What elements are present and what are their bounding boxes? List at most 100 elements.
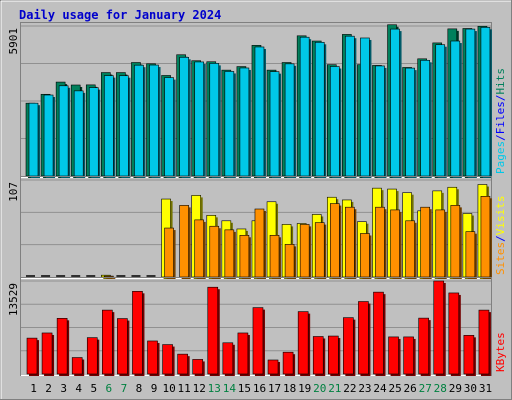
- bar-pages: [149, 64, 159, 177]
- bar-kbytes: [237, 332, 249, 375]
- bar-pages: [119, 75, 129, 177]
- bar-pages: [209, 63, 220, 177]
- bar-sites: [224, 229, 235, 278]
- bar-sites: [179, 205, 189, 278]
- bar-pages: [254, 46, 265, 177]
- x-tick-label: 7: [121, 382, 128, 395]
- chart-title: Daily usage for January 2024: [19, 8, 221, 22]
- legend-item: Sites: [494, 242, 507, 275]
- bar-pages: [88, 87, 99, 177]
- x-tick-label: 19: [298, 382, 311, 395]
- legend-item: Pages: [494, 141, 507, 174]
- bar-kbytes: [252, 307, 264, 375]
- legend-1: Pages/Files/Hits: [494, 68, 507, 174]
- bar-sites: [209, 225, 220, 278]
- bar-kbytes: [388, 336, 399, 375]
- legend-item: Files: [494, 101, 507, 134]
- bar-sites: [164, 227, 174, 278]
- bar-sites: [194, 219, 205, 278]
- legend-item: /: [494, 95, 507, 102]
- bar-kbytes: [448, 292, 460, 375]
- x-tick-label: 4: [75, 382, 82, 395]
- legend-2: Sites/Visits: [494, 196, 507, 276]
- bar-pages: [164, 77, 174, 177]
- x-tick-label: 21: [328, 382, 341, 395]
- bar-pages: [104, 75, 114, 177]
- bar-pages: [28, 102, 39, 177]
- x-tick-label: 10: [162, 382, 175, 395]
- x-tick-label: 30: [464, 382, 477, 395]
- bar-kbytes: [433, 280, 445, 375]
- x-tick-label: 25: [388, 382, 401, 395]
- panel-3: 13529 KBytes: [7, 277, 507, 376]
- bar-pages: [435, 44, 446, 177]
- bar-pages: [345, 35, 355, 177]
- bar-kbytes: [373, 291, 384, 375]
- bar-pages: [405, 67, 415, 177]
- x-tick-label: 26: [404, 382, 417, 395]
- bar-pages: [314, 41, 325, 177]
- bar-sites: [450, 205, 461, 278]
- bar-sites: [284, 244, 295, 278]
- bar-sites: [104, 275, 114, 278]
- x-tick-label: 12: [193, 382, 206, 395]
- bar-pages: [269, 71, 280, 177]
- bar-sites: [360, 233, 370, 278]
- bar-kbytes: [41, 332, 53, 375]
- bar-kbytes: [267, 359, 279, 375]
- bar-kbytes: [358, 301, 369, 375]
- x-tick-label: 8: [136, 382, 143, 395]
- bar-sites: [405, 220, 415, 278]
- bar-kbytes: [177, 353, 188, 375]
- x-tick-label: 15: [238, 382, 251, 395]
- bar-kbytes: [312, 336, 324, 375]
- bar-kbytes: [86, 337, 98, 375]
- x-tick-label: 29: [449, 382, 462, 395]
- bar-pages: [194, 61, 205, 177]
- bar-kbytes: [162, 344, 173, 375]
- legend-item: /: [494, 134, 507, 141]
- legend-item: Hits: [494, 68, 507, 95]
- bar-kbytes: [26, 337, 38, 375]
- bar-sites: [345, 206, 355, 278]
- x-tick-label: 16: [253, 382, 266, 395]
- bar-kbytes: [403, 336, 414, 375]
- y-tick-label: 5901: [7, 28, 20, 55]
- x-tick-label: 5: [90, 382, 97, 395]
- x-tick-label: 28: [434, 382, 447, 395]
- bar-pages: [375, 65, 385, 177]
- x-tick-label: 9: [151, 382, 158, 395]
- bar-pages: [58, 85, 69, 177]
- bar-kbytes: [327, 335, 339, 375]
- bar-kbytes: [102, 309, 113, 375]
- bar-sites: [420, 206, 430, 278]
- bar-sites: [480, 196, 491, 278]
- x-tick-label: 27: [419, 382, 432, 395]
- bar-sites: [254, 208, 265, 278]
- bar-kbytes: [222, 342, 234, 375]
- bar-sites: [435, 209, 446, 278]
- bar-pages: [465, 28, 476, 177]
- bar-pages: [450, 40, 461, 177]
- x-tick-label: 24: [373, 382, 387, 395]
- bar-kbytes: [297, 311, 309, 375]
- x-tick-label: 6: [106, 382, 113, 395]
- x-tick-label: 2: [45, 382, 52, 395]
- legend-item: KBytes: [494, 332, 507, 372]
- bar-pages: [134, 64, 144, 177]
- bar-sites: [239, 234, 250, 278]
- legend-3: KBytes: [494, 332, 507, 372]
- bar-kbytes: [56, 318, 68, 375]
- bar-pages: [360, 37, 370, 177]
- bar-kbytes: [117, 318, 128, 375]
- bar-kbytes: [192, 359, 204, 375]
- bar-kbytes: [132, 291, 143, 375]
- bar-kbytes: [282, 351, 294, 375]
- x-tick-label: 14: [223, 382, 237, 395]
- y-tick-label: 13529: [7, 283, 20, 316]
- bar-pages: [420, 59, 430, 177]
- bar-sites: [299, 224, 310, 278]
- legend-item: /: [494, 235, 507, 242]
- bar-pages: [390, 28, 400, 177]
